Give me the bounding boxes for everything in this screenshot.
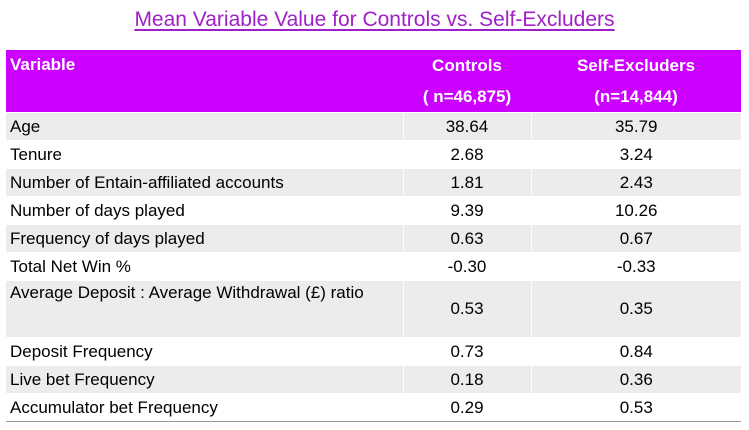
table-row: Deposit Frequency 0.73 0.84: [6, 337, 741, 366]
cell-variable: Number of Entain-affiliated accounts: [6, 168, 403, 197]
table-row: Age 38.64 35.79: [6, 112, 741, 141]
table-row: Tenure 2.68 3.24: [6, 140, 741, 169]
table-row: Accumulator bet Frequency 0.29 0.53: [6, 393, 741, 422]
table-row: Live bet Frequency 0.18 0.36: [6, 365, 741, 394]
table-row: Total Net Win % -0.30 -0.33: [6, 252, 741, 281]
cell-controls: 1.81: [402, 168, 531, 197]
table-row: Average Deposit : Average Withdrawal (£)…: [6, 280, 741, 338]
cell-self-excluders: 2.43: [530, 168, 741, 197]
header-self-excluders: Self-Excluders: [531, 50, 741, 81]
cell-self-excluders: 0.84: [530, 337, 741, 366]
cell-variable: Age: [6, 112, 403, 141]
header-controls-n: ( n=46,875): [403, 81, 531, 113]
cell-controls: 0.53: [402, 280, 531, 338]
cell-controls: 0.73: [402, 337, 531, 366]
cell-self-excluders: -0.33: [530, 252, 741, 281]
cell-self-excluders: 10.26: [530, 196, 741, 225]
cell-variable: Deposit Frequency: [6, 337, 403, 366]
cell-self-excluders: 3.24: [530, 140, 741, 169]
cell-self-excluders: 0.67: [530, 224, 741, 253]
cell-controls: 9.39: [402, 196, 531, 225]
cell-controls: 0.63: [402, 224, 531, 253]
cell-variable: Number of days played: [6, 196, 403, 225]
cell-variable: Accumulator bet Frequency: [6, 393, 403, 422]
table-row: Number of Entain-affiliated accounts 1.8…: [6, 168, 741, 197]
cell-controls: -0.30: [402, 252, 531, 281]
cell-controls: 2.68: [402, 140, 531, 169]
table-row: Frequency of days played 0.63 0.67: [6, 224, 741, 253]
cell-self-excluders: 0.53: [530, 393, 741, 422]
header-self-excluders-n: (n=14,844): [531, 81, 741, 113]
cell-variable: Live bet Frequency: [6, 365, 403, 394]
table-title: Mean Variable Value for Controls vs. Sel…: [134, 8, 615, 31]
cell-variable: Frequency of days played: [6, 224, 403, 253]
cell-self-excluders: 0.35: [530, 280, 741, 338]
cell-controls: 0.18: [402, 365, 531, 394]
table-body: Age 38.64 35.79 Tenure 2.68 3.24 Number …: [6, 112, 741, 422]
cell-variable: Tenure: [6, 140, 403, 169]
table-row: Number of days played 9.39 10.26: [6, 196, 741, 225]
comparison-table: Variable Controls Self-Excluders ( n=46,…: [6, 50, 741, 422]
cell-variable: Total Net Win %: [6, 252, 403, 281]
cell-self-excluders: 0.36: [530, 365, 741, 394]
cell-self-excluders: 35.79: [530, 112, 741, 141]
cell-controls: 0.29: [402, 393, 531, 422]
cell-variable: Average Deposit : Average Withdrawal (£)…: [6, 280, 403, 338]
header-variable: Variable: [6, 50, 403, 113]
table-header: Variable Controls Self-Excluders ( n=46,…: [6, 50, 741, 113]
header-controls: Controls: [403, 50, 531, 81]
cell-controls: 38.64: [402, 112, 531, 141]
